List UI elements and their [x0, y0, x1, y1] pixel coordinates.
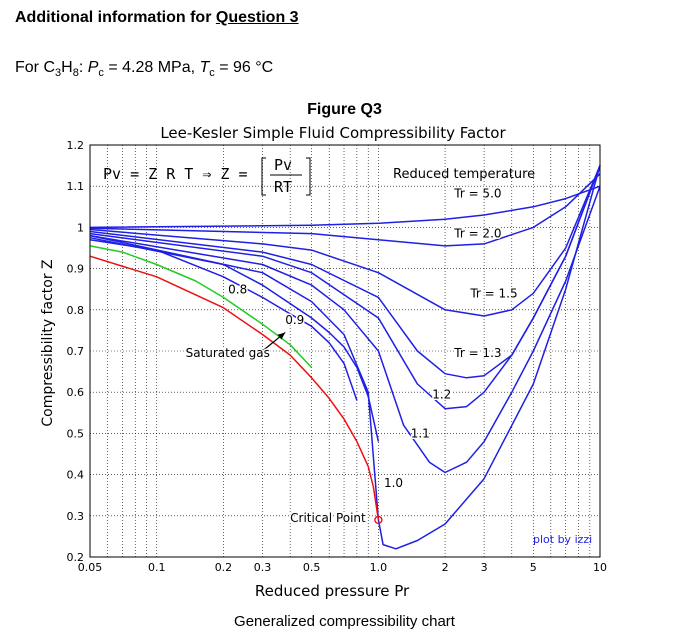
- given-c1: c: [98, 67, 104, 80]
- series-line-tr-1-0: [89, 165, 601, 550]
- series-line-tr-1-1: [89, 185, 601, 474]
- y-tick-label: 0.5: [67, 427, 85, 440]
- x-axis-label: Reduced pressure Pr: [255, 582, 410, 600]
- given-c2: c: [209, 67, 215, 80]
- x-tick-label: 1.0: [370, 561, 388, 574]
- chart-title: Lee-Kesler Simple Fluid Compressibility …: [160, 124, 506, 142]
- x-tick-label: 10: [593, 561, 607, 574]
- annotation-label: Tr = 5.0: [453, 186, 501, 200]
- given-p: P: [87, 59, 99, 76]
- equation-lhs: Pv = Z R T ⇒ Z =: [103, 165, 248, 183]
- series-line-tr-0-8: [89, 239, 358, 401]
- annotation-label: 0.9: [285, 313, 304, 327]
- given-sub8: 8: [72, 67, 79, 80]
- credit: plot by izzi: [533, 533, 592, 546]
- figure-label: Figure Q3: [307, 101, 382, 118]
- x-tick-label: 0.1: [148, 561, 166, 574]
- annotation-label: Tr = 2.0: [453, 227, 501, 241]
- annotation-label: 1.0: [384, 476, 403, 490]
- series-line-saturated-gas: [89, 245, 313, 369]
- x-tick-label: 0.5: [303, 561, 321, 574]
- y-axis-label: Compressibility factor Z: [40, 259, 56, 426]
- y-tick-label: 0.6: [67, 386, 85, 399]
- x-tick-label: 0.05: [78, 561, 103, 574]
- heading-text: Additional information for: [15, 9, 216, 26]
- y-tick-label: 0.3: [67, 510, 85, 523]
- equation-box: Pv = Z R T ⇒ Z = Pv RT: [103, 156, 311, 196]
- annotation-label: 0.8: [228, 282, 247, 296]
- y-tick-label: 0.2: [67, 551, 85, 564]
- annotation-label: 1.2: [432, 387, 451, 401]
- series-line-tr-1-5: [89, 165, 601, 317]
- x-tick-label: 0.3: [254, 561, 272, 574]
- y-tick-label: 0.9: [67, 263, 85, 276]
- heading: Additional information for Question 3: [15, 9, 299, 27]
- question-link[interactable]: Question 3: [215, 9, 299, 26]
- given-sub3: 3: [55, 67, 62, 80]
- y-tick-label: 1: [77, 221, 84, 234]
- y-tick-label: 0.7: [67, 345, 85, 358]
- given-colon: :: [78, 59, 88, 76]
- series-line-tr-0-9: [89, 236, 380, 442]
- series-line-critical-point: [89, 255, 380, 521]
- series-line-tr-1-2: [89, 165, 601, 410]
- equation-denominator: RT: [274, 178, 292, 196]
- plot-frame: [89, 144, 601, 558]
- x-tick-label: 3: [481, 561, 488, 574]
- y-tick-label: 0.4: [67, 469, 85, 482]
- series-line-tr-5-0: [89, 185, 601, 229]
- annotation-label: Tr = 1.5: [469, 286, 517, 300]
- annotation-label: 1.1: [411, 427, 430, 441]
- given-pc-value: = 4.28 MPa,: [103, 59, 200, 76]
- saturated-gas-arrowhead: [277, 332, 286, 340]
- figure-caption: Generalized compressibility chart: [234, 613, 455, 630]
- given-tc-value: = 96 °C: [214, 59, 274, 76]
- y-tick-label: 0.8: [67, 304, 85, 317]
- legend-title: Reduced temperature: [393, 167, 535, 182]
- given-t: T: [199, 59, 210, 76]
- annotation-label: Saturated gas: [186, 346, 270, 360]
- series-line-tr-2-0: [89, 173, 601, 247]
- y-tick-label: 1.2: [67, 139, 85, 152]
- equation-numerator: Pv: [274, 156, 292, 174]
- y-tick-label: 1.1: [67, 180, 85, 193]
- x-tick-label: 2: [442, 561, 449, 574]
- annotation-label: Tr = 1.3: [453, 346, 501, 360]
- compressibility-chart: Lee-Kesler Simple Fluid Compressibility …: [40, 124, 607, 600]
- series-line-tr-1-3: [89, 165, 601, 379]
- given-h: H: [61, 59, 73, 76]
- critical-point-marker: [374, 515, 383, 525]
- x-tick-label: 5: [530, 561, 537, 574]
- x-tick-label: 0.2: [215, 561, 233, 574]
- given-for: For C: [15, 59, 55, 76]
- annotation-label: Critical Point: [290, 511, 366, 525]
- given-properties: For C3H8: Pc = 4.28 MPa, Tc = 96 °C: [15, 59, 273, 79]
